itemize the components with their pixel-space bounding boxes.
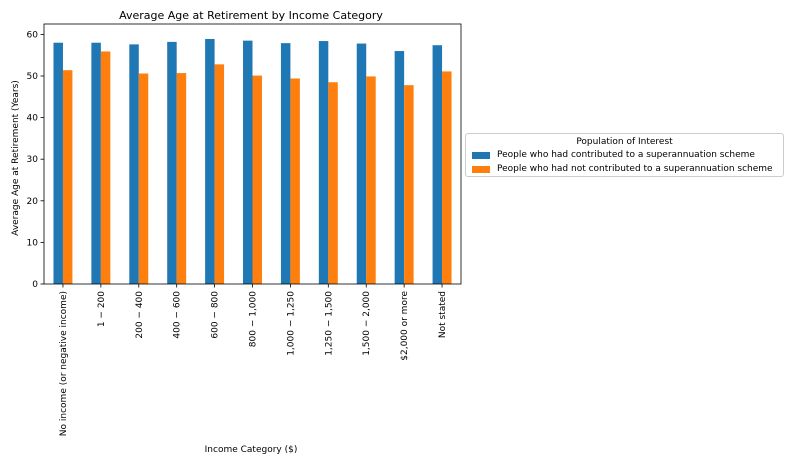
- x-tick-label: 800 − 1,000: [249, 291, 259, 347]
- bar-not-contributed-9: [404, 85, 414, 285]
- y-tick-label: 60: [27, 30, 39, 40]
- x-tick-label: 400 − 600: [173, 291, 183, 339]
- x-tick-label: Not stated: [438, 291, 448, 338]
- x-tick-label: 1,500 − 2,000: [362, 291, 372, 356]
- bar-contributed-6: [280, 43, 291, 284]
- bar-contributed-5: [243, 40, 253, 284]
- bar-not-contributed-10: [442, 71, 452, 284]
- x-tick-label: 600 − 800: [211, 291, 221, 339]
- chart-title: Average Age at Retirement by Income Cate…: [119, 9, 383, 22]
- bar-not-contributed-1: [100, 51, 111, 285]
- bar-not-contributed-2: [138, 73, 149, 284]
- bar-contributed-1: [91, 42, 101, 284]
- x-tick-label: No income (or negative income): [59, 291, 69, 436]
- bar-contributed-10: [432, 45, 443, 284]
- legend-label-not-contributed: People who had not contributed to a supe…: [497, 164, 773, 174]
- x-tick-label: 1,250 − 1,500: [324, 291, 334, 356]
- y-tick-label: 50: [27, 72, 39, 82]
- y-tick-label: 20: [27, 197, 39, 207]
- bar-not-contributed-6: [290, 78, 300, 284]
- bar-contributed-0: [53, 42, 63, 284]
- x-tick-label: 200 − 400: [135, 291, 145, 339]
- legend-item-not-contributed: People who had not contributed to a supe…: [472, 164, 773, 174]
- bar-contributed-2: [129, 44, 139, 284]
- y-tick-label: 30: [27, 155, 39, 165]
- bar-contributed-9: [394, 51, 405, 284]
- y-axis-label: Average Age at Retirement (Years): [11, 80, 21, 236]
- legend-swatch-contributed: [472, 151, 490, 159]
- bar-not-contributed-4: [214, 64, 225, 284]
- y-tick-label: 10: [27, 238, 39, 248]
- bar-not-contributed-5: [252, 75, 262, 284]
- x-axis-label: Income Category ($): [205, 445, 298, 455]
- bar-contributed-4: [205, 38, 215, 285]
- plot-area: 0 10 20 30 40 50 60 No income (or negative inco…: [27, 23, 462, 436]
- legend-label-contributed: People who had contributed to a superann…: [497, 150, 755, 160]
- x-tick-label: 1,000 − 1,250: [286, 291, 296, 356]
- bar-contributed-3: [167, 41, 177, 284]
- legend-item-contributed: People who had contributed to a superann…: [472, 150, 755, 160]
- bar-contributed-8: [356, 43, 367, 284]
- bar-not-contributed-7: [328, 82, 338, 285]
- bar-not-contributed-0: [62, 70, 73, 285]
- y-tick-label: 0: [32, 280, 38, 290]
- chart-legend: Population of Interest People who had co…: [465, 133, 784, 177]
- bar-contributed-7: [318, 41, 329, 285]
- y-tick-label: 40: [27, 114, 39, 124]
- bar-not-contributed-3: [176, 73, 187, 284]
- legend-title: Population of Interest: [576, 137, 673, 147]
- x-tick-label: $2,000 or more: [400, 291, 410, 361]
- legend-swatch-not-contributed: [472, 165, 490, 173]
- x-tick-label: 1 − 200: [97, 291, 107, 327]
- bar-not-contributed-8: [366, 76, 376, 284]
